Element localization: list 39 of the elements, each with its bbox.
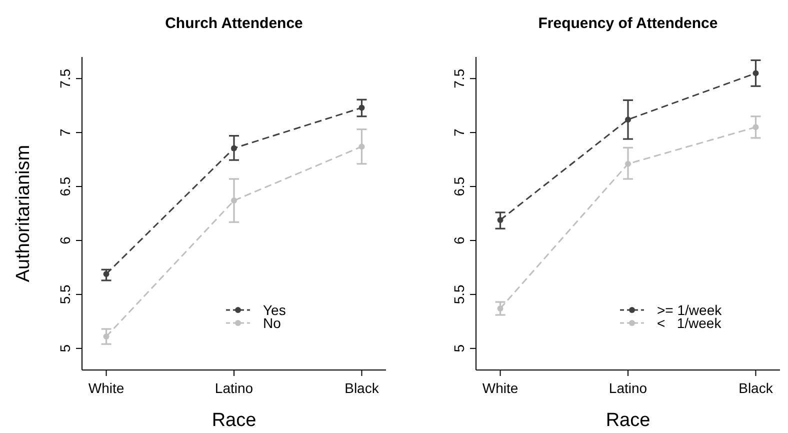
- point: [625, 116, 631, 123]
- y-tick-label: 6: [451, 236, 467, 244]
- x-tick-label: Latino: [214, 380, 254, 396]
- point: [358, 144, 365, 150]
- point: [231, 145, 237, 152]
- legend-label: No: [263, 315, 282, 331]
- y-tick-label: 6.5: [451, 176, 467, 196]
- point: [497, 305, 504, 312]
- legend-label: < 1/week: [657, 315, 722, 331]
- y-axis-title: Authoritarianism: [13, 144, 34, 282]
- y-tick-label: 7: [451, 128, 467, 136]
- x-tick-label: Latino: [608, 380, 648, 396]
- point: [231, 198, 237, 204]
- point: [497, 216, 504, 223]
- y-tick-label: 7: [57, 128, 73, 136]
- point: [752, 124, 759, 130]
- legend-label: Yes: [263, 302, 286, 318]
- x-tick-label: Black: [738, 380, 774, 396]
- y-tick-label: 5.5: [451, 284, 467, 304]
- chart-title: Frequency of Attendence: [538, 15, 718, 32]
- chart-title: Church Attendence: [165, 15, 303, 32]
- y-tick-label: 5: [57, 344, 73, 352]
- y-tick-label: 7.5: [451, 68, 467, 88]
- point: [752, 70, 759, 76]
- y-tick-label: 5.5: [57, 284, 73, 304]
- x-tick-label: White: [88, 380, 124, 396]
- x-tick-label: White: [482, 380, 518, 396]
- x-axis-title: Race: [212, 410, 256, 431]
- y-tick-label: 6.5: [57, 176, 73, 196]
- point: [358, 104, 365, 111]
- point: [103, 270, 110, 277]
- point: [625, 160, 631, 167]
- x-tick-label: Black: [344, 380, 380, 396]
- point: [103, 334, 110, 340]
- y-tick-label: 7.5: [57, 68, 73, 88]
- y-tick-label: 6: [57, 236, 73, 244]
- y-tick-label: 5: [451, 344, 467, 352]
- legend-label: >= 1/week: [657, 302, 723, 318]
- x-axis-title: Race: [606, 410, 650, 431]
